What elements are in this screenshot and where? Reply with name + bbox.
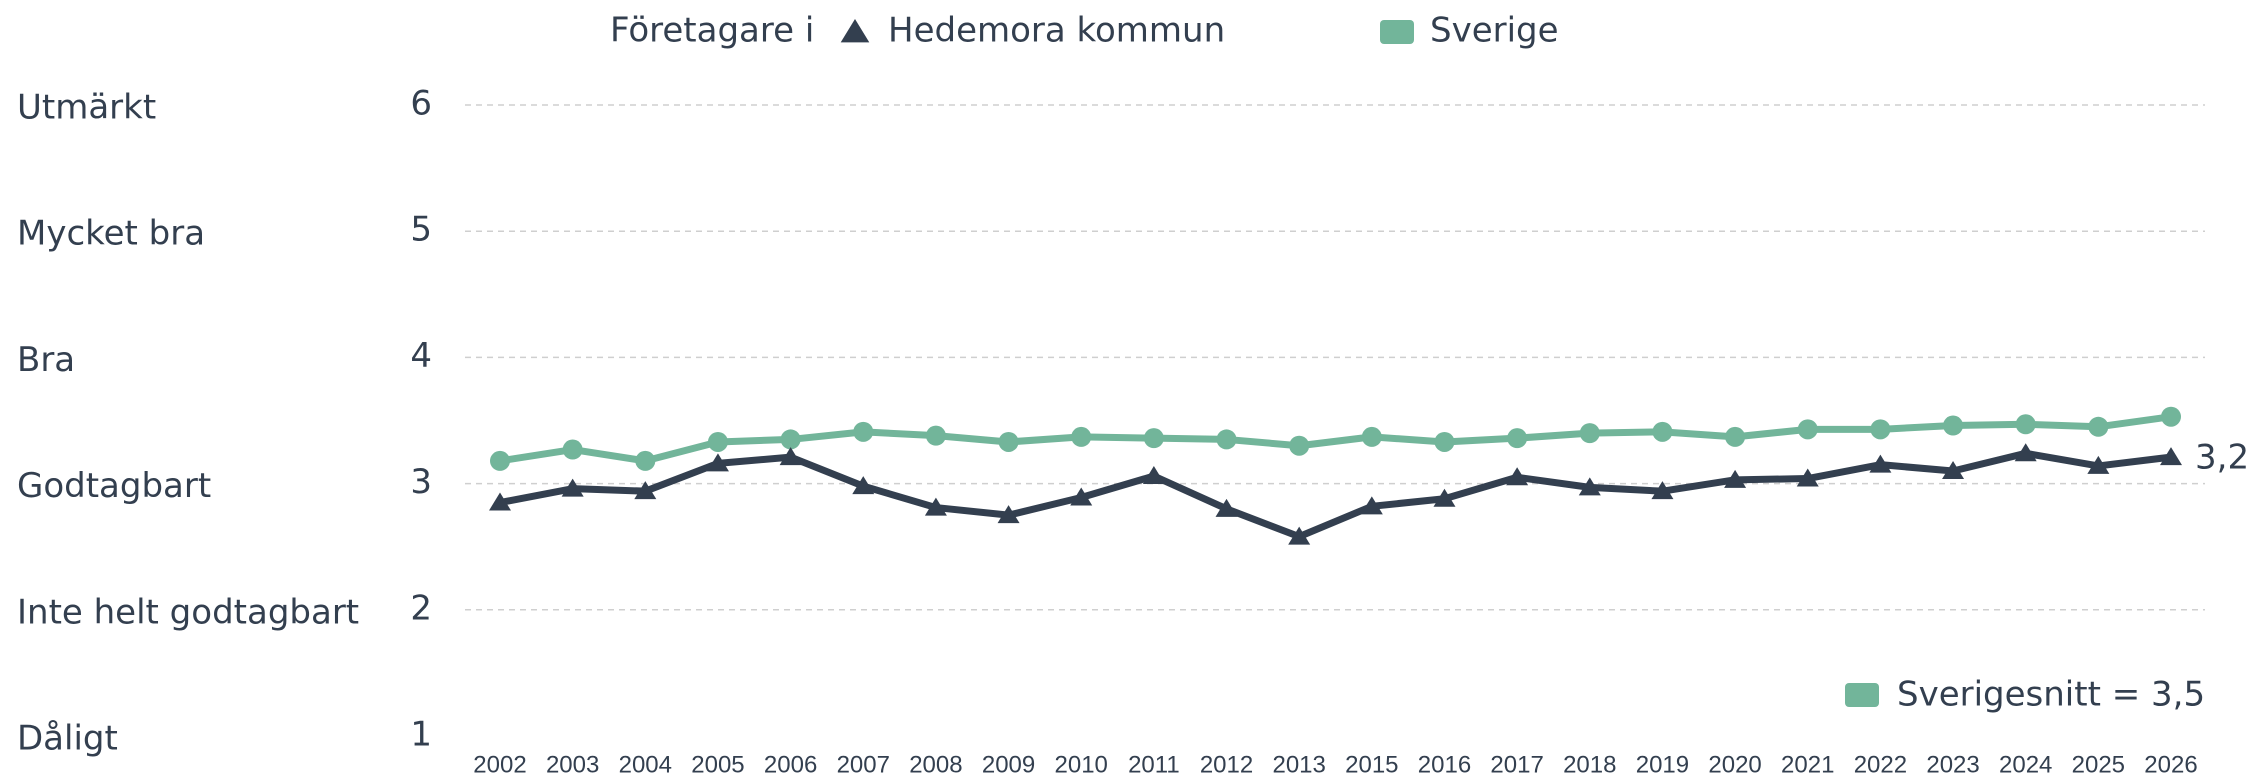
scale-label: Bra <box>17 340 75 380</box>
point <box>853 421 874 442</box>
point <box>2014 443 2037 462</box>
scale-label: Mycket bra <box>17 214 205 254</box>
x-tick-label: 2005 <box>691 751 744 778</box>
point <box>1579 423 1600 444</box>
point <box>562 439 583 460</box>
x-tick-label: 2019 <box>1636 751 1689 778</box>
point <box>1796 468 1819 487</box>
x-tick-label: 2024 <box>1999 751 2052 778</box>
point <box>1869 454 1892 473</box>
point <box>1652 421 1673 442</box>
point <box>1142 466 1165 485</box>
point <box>1433 488 1456 507</box>
point <box>1434 431 1455 452</box>
x-tick-label: 2016 <box>1418 751 1471 778</box>
scale-label: Godtagbart <box>17 466 211 506</box>
y-tick-label: 2 <box>410 588 432 628</box>
point <box>1578 477 1601 496</box>
x-tick-label: 2023 <box>1926 751 1979 778</box>
point <box>1943 415 1964 436</box>
y-tick-label: 1 <box>410 715 432 755</box>
point <box>1942 460 1965 479</box>
point <box>635 450 656 471</box>
point <box>2160 447 2182 466</box>
point <box>924 497 947 516</box>
point <box>1651 481 1674 500</box>
x-tick-label: 2010 <box>1055 751 1108 778</box>
series-line <box>499 449 2172 541</box>
x-tick-label: 2018 <box>1563 751 1616 778</box>
point <box>489 492 511 511</box>
annotation-symbol <box>1845 683 1879 707</box>
value-label: 3,2 <box>2195 438 2249 478</box>
point <box>997 505 1020 524</box>
point <box>2088 416 2109 437</box>
point <box>1070 487 1093 506</box>
x-tick-label: 2013 <box>1272 751 1325 778</box>
annotation: Sverigesnitt = 3,5 <box>1897 675 2205 715</box>
point <box>1143 428 1164 449</box>
legend-symbol <box>1380 20 1414 44</box>
x-tick-label: 2008 <box>909 751 962 778</box>
point <box>1507 428 1528 449</box>
point <box>2087 455 2110 474</box>
legend-label: Hedemora kommun <box>888 11 1225 51</box>
y-tick-label: 6 <box>410 84 432 124</box>
x-tick-label: 2006 <box>764 751 817 778</box>
point <box>1071 426 1092 447</box>
legend-label: Sverige <box>1430 11 1559 51</box>
legend-symbol <box>840 19 870 43</box>
scale-label: Dåligt <box>17 719 118 759</box>
point <box>998 431 1019 452</box>
point <box>1288 526 1311 545</box>
x-tick-label: 2004 <box>619 751 672 778</box>
x-tick-label: 2021 <box>1781 751 1834 778</box>
x-tick-label: 2025 <box>2072 751 2125 778</box>
x-tick-label: 2003 <box>546 751 599 778</box>
x-tick-label: 2009 <box>982 751 1035 778</box>
series-line <box>499 413 2172 465</box>
x-tick-label: 2012 <box>1200 751 1253 778</box>
point <box>1797 419 1818 440</box>
legend-title: Företagare i <box>610 11 814 51</box>
point <box>634 481 657 500</box>
point <box>2015 414 2036 435</box>
point <box>925 425 946 446</box>
x-tick-label: 2015 <box>1345 751 1398 778</box>
point <box>1870 419 1891 440</box>
x-tick-label: 2022 <box>1854 751 1907 778</box>
point <box>1361 426 1382 447</box>
x-tick-label: 2017 <box>1490 751 1543 778</box>
point <box>852 476 875 495</box>
point <box>779 447 802 466</box>
scale-label: Inte helt godtagbart <box>17 592 359 632</box>
point <box>561 478 584 497</box>
point <box>1724 469 1747 488</box>
x-tick-label: 2011 <box>1128 751 1180 778</box>
x-tick-label: 2007 <box>837 751 890 778</box>
y-tick-label: 4 <box>410 336 432 376</box>
point <box>707 431 728 452</box>
point <box>2161 406 2181 427</box>
scale-label: Utmärkt <box>17 88 156 128</box>
point <box>1215 498 1238 517</box>
point <box>490 450 510 471</box>
point <box>780 429 801 450</box>
point <box>1360 496 1383 515</box>
point <box>1289 435 1310 456</box>
y-tick-label: 3 <box>410 462 432 502</box>
point <box>706 453 729 472</box>
x-tick-label: 2020 <box>1708 751 1761 778</box>
x-tick-label: 2002 <box>473 751 526 778</box>
point <box>1725 426 1746 447</box>
point <box>1216 429 1237 450</box>
y-tick-label: 5 <box>410 210 432 250</box>
point <box>1506 467 1529 486</box>
x-tick-label: 2026 <box>2144 751 2197 778</box>
